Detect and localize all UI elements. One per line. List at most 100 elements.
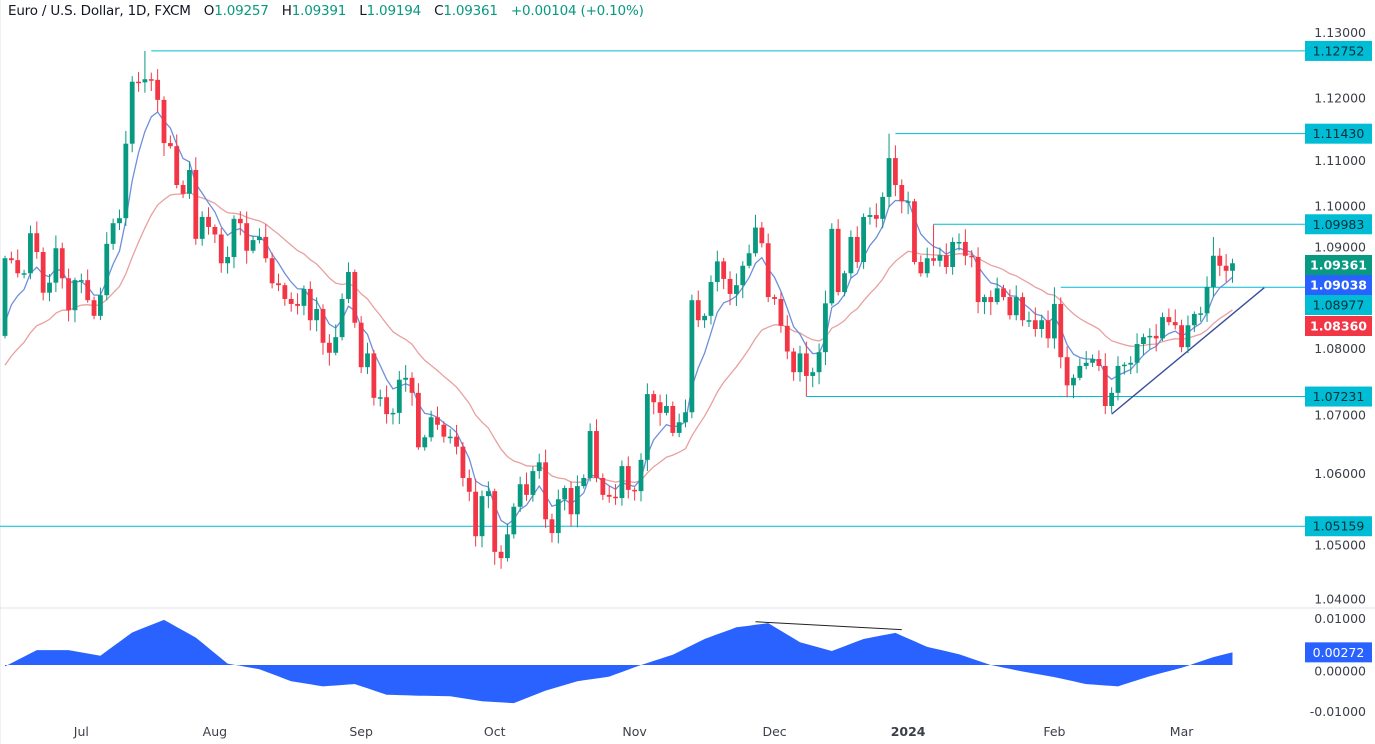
fast-moving-average-line bbox=[4, 111, 1233, 526]
bullish-candle bbox=[1128, 356, 1134, 375]
bearish-candle bbox=[600, 473, 606, 500]
bearish-candle bbox=[269, 252, 275, 289]
low-value: 1.09194 bbox=[366, 3, 422, 19]
bearish-candle bbox=[594, 419, 599, 483]
bullish-candle bbox=[479, 490, 485, 548]
candle-body bbox=[899, 185, 905, 202]
bearish-candle bbox=[1064, 346, 1070, 398]
bearish-candle bbox=[651, 390, 657, 415]
candle-body bbox=[905, 201, 911, 203]
candle-body bbox=[683, 412, 688, 423]
candle-body bbox=[778, 298, 784, 326]
bearish-candle bbox=[174, 134, 180, 189]
bullish-candle bbox=[250, 235, 256, 254]
bearish-candle bbox=[295, 293, 300, 315]
candle-body bbox=[600, 477, 606, 495]
bullish-candle bbox=[1211, 236, 1216, 297]
time-axis[interactable]: Jul Aug Sep Oct Nov Dec 2024 Feb Mar bbox=[73, 724, 1194, 739]
bullish-candle bbox=[1077, 358, 1083, 381]
level-price-tag-label: 1.09983 bbox=[1313, 217, 1365, 232]
bearish-candle bbox=[454, 424, 459, 455]
bearish-candle bbox=[670, 401, 676, 437]
candle-body bbox=[956, 241, 962, 244]
bearish-candle bbox=[912, 198, 917, 265]
change-value: +0.00104 (+0.10%) bbox=[510, 3, 644, 19]
oscillator-value-tag: 0.00272 bbox=[1305, 642, 1372, 663]
bearish-candle bbox=[1032, 307, 1038, 337]
bearish-candle bbox=[784, 315, 790, 360]
candle-body bbox=[409, 377, 415, 393]
candle-body bbox=[816, 352, 822, 373]
candle-body bbox=[454, 436, 459, 447]
bearish-candle bbox=[218, 227, 224, 273]
price-axis-tick: 1.04000 bbox=[1314, 591, 1366, 606]
bullish-candle bbox=[1026, 311, 1032, 328]
bullish-candle bbox=[390, 408, 396, 425]
candle-body bbox=[1223, 265, 1229, 271]
candle-body bbox=[657, 402, 663, 413]
candle-body bbox=[21, 273, 27, 275]
bullish-candle bbox=[937, 247, 943, 267]
candle-body bbox=[651, 394, 657, 403]
oscillator-value-tag-background bbox=[1305, 642, 1372, 663]
bearish-candle bbox=[899, 179, 905, 214]
bearish-candle bbox=[803, 341, 809, 397]
level-price-tag-label: 1.11430 bbox=[1313, 126, 1365, 141]
bullish-candle bbox=[905, 191, 911, 215]
bearish-candle bbox=[1153, 324, 1159, 352]
bearish-candle bbox=[931, 224, 936, 266]
candle-body bbox=[670, 405, 676, 433]
candle-body bbox=[428, 417, 434, 438]
candle-body bbox=[791, 351, 797, 373]
candle-body bbox=[34, 233, 40, 252]
bullish-candle bbox=[581, 474, 587, 489]
candle-body bbox=[174, 146, 180, 186]
candle-body bbox=[403, 377, 409, 380]
bearish-candle bbox=[778, 292, 784, 333]
candle-body bbox=[861, 216, 866, 263]
candle-body bbox=[575, 486, 580, 515]
candle-body bbox=[257, 236, 262, 241]
candle-body bbox=[708, 282, 714, 316]
candle-body bbox=[2, 258, 8, 336]
candle-body bbox=[1109, 392, 1115, 406]
candle-body bbox=[625, 466, 631, 490]
candle-body bbox=[1204, 287, 1210, 314]
candle-body bbox=[581, 477, 587, 487]
bullish-candle bbox=[867, 207, 873, 225]
bearish-candle bbox=[59, 242, 65, 289]
candle-body bbox=[148, 79, 154, 81]
candle-body bbox=[91, 300, 97, 316]
candle-body bbox=[676, 422, 682, 433]
bullish-candle bbox=[28, 225, 33, 280]
candle-body bbox=[218, 234, 224, 264]
bearish-candle bbox=[721, 257, 727, 290]
candle-body bbox=[167, 143, 173, 147]
bullish-candle bbox=[117, 209, 122, 231]
bullish-candle bbox=[575, 475, 580, 528]
oscillator-pane bbox=[5, 619, 1233, 704]
bullish-candle bbox=[314, 297, 320, 332]
candle-body bbox=[994, 288, 1000, 303]
candle-body bbox=[352, 272, 358, 323]
bullish-candle bbox=[829, 223, 835, 306]
bullish-candle bbox=[683, 399, 688, 428]
bullish-candle bbox=[886, 133, 892, 208]
fast_ma-price-tag: 1.09038 bbox=[1305, 275, 1372, 295]
bearish-candle bbox=[473, 479, 479, 547]
bearish-candle bbox=[969, 250, 975, 268]
bearish-candle bbox=[212, 224, 218, 244]
candle-body bbox=[1128, 362, 1134, 365]
candle-body bbox=[85, 280, 91, 301]
bearish-candle bbox=[416, 383, 421, 450]
level-price-tag-background bbox=[1305, 295, 1372, 315]
bearish-candle bbox=[320, 304, 326, 355]
candle-body bbox=[390, 412, 396, 415]
bullish-candle bbox=[740, 261, 746, 299]
candle-body bbox=[78, 280, 84, 282]
candle-body bbox=[1191, 313, 1197, 326]
last-price-tag-label: 1.09361 bbox=[1310, 258, 1367, 273]
bullish-candle bbox=[734, 273, 739, 306]
